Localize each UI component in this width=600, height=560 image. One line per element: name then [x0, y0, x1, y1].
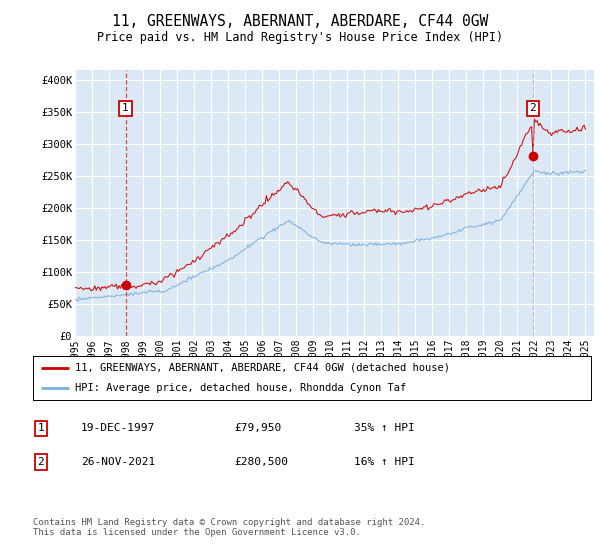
- Text: 35% ↑ HPI: 35% ↑ HPI: [354, 423, 415, 433]
- Text: 1: 1: [37, 423, 44, 433]
- Text: 26-NOV-2021: 26-NOV-2021: [81, 457, 155, 467]
- Text: Price paid vs. HM Land Registry's House Price Index (HPI): Price paid vs. HM Land Registry's House …: [97, 31, 503, 44]
- Text: 11, GREENWAYS, ABERNANT, ABERDARE, CF44 0GW: 11, GREENWAYS, ABERNANT, ABERDARE, CF44 …: [112, 14, 488, 29]
- Text: £79,950: £79,950: [234, 423, 281, 433]
- Text: 11, GREENWAYS, ABERNANT, ABERDARE, CF44 0GW (detached house): 11, GREENWAYS, ABERNANT, ABERDARE, CF44 …: [75, 363, 450, 373]
- Text: 19-DEC-1997: 19-DEC-1997: [81, 423, 155, 433]
- Text: 16% ↑ HPI: 16% ↑ HPI: [354, 457, 415, 467]
- Text: Contains HM Land Registry data © Crown copyright and database right 2024.
This d: Contains HM Land Registry data © Crown c…: [33, 518, 425, 538]
- Text: £280,500: £280,500: [234, 457, 288, 467]
- Text: 2: 2: [37, 457, 44, 467]
- Text: HPI: Average price, detached house, Rhondda Cynon Taf: HPI: Average price, detached house, Rhon…: [75, 383, 406, 393]
- Text: 2: 2: [529, 104, 536, 114]
- Text: 1: 1: [122, 104, 129, 114]
